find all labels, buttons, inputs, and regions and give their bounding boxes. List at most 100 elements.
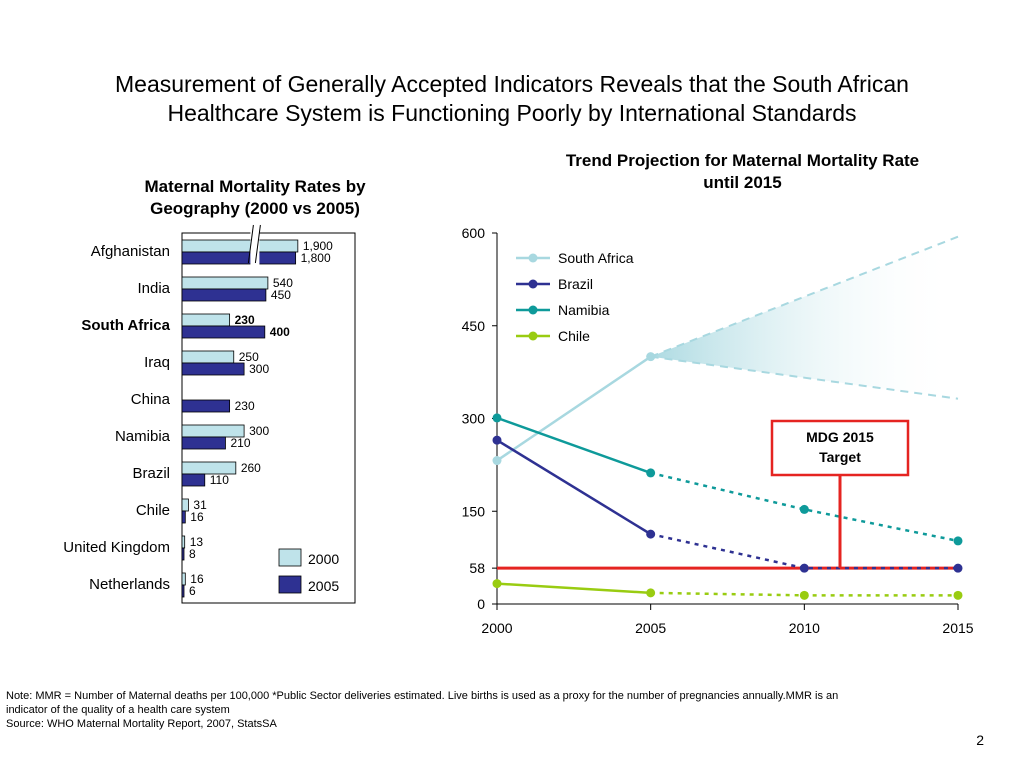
legend-label-chile: Chile bbox=[558, 328, 590, 344]
bar-china-2005 bbox=[181, 399, 231, 413]
bar-plot-frame bbox=[181, 232, 356, 604]
x-tick-label: 2000 bbox=[481, 620, 512, 636]
y-tick-label: 150 bbox=[462, 503, 486, 519]
data-point-brazil-2000 bbox=[492, 435, 502, 445]
line-chart-title: Trend Projection for Maternal Mortality … bbox=[505, 150, 980, 194]
footnote: Note: MMR = Number of Maternal deaths pe… bbox=[6, 689, 1006, 731]
bar-label-iraq-2005: 300 bbox=[249, 362, 269, 376]
footnote-line1: Note: MMR = Number of Maternal deaths pe… bbox=[6, 690, 839, 702]
bar-label-netherlands-2000: 16 bbox=[190, 572, 204, 586]
series-line-brazil bbox=[496, 439, 652, 536]
category-label-brazil: Brazil bbox=[132, 465, 170, 482]
bar-chart-title: Maternal Mortality Rates by Geography (2… bbox=[80, 176, 430, 220]
bar-label-chile-2005: 16 bbox=[190, 510, 204, 524]
bar-label-namibia-2005: 210 bbox=[230, 436, 250, 450]
bar-label-united-kingdom-2005: 8 bbox=[189, 547, 196, 561]
page-number: 2 bbox=[976, 732, 984, 748]
legend-label-brazil: Brazil bbox=[558, 276, 593, 292]
data-point-brazil-2015 bbox=[953, 563, 963, 573]
category-label-afghanistan: Afghanistan bbox=[91, 243, 170, 260]
legend-marker-south-africa bbox=[528, 253, 538, 263]
legend-label-south-africa: South Africa bbox=[558, 250, 634, 266]
data-point-namibia-2015 bbox=[953, 536, 963, 546]
category-label-united-kingdom: United Kingdom bbox=[63, 539, 170, 556]
mdg-target-box bbox=[770, 419, 910, 477]
category-label-netherlands: Netherlands bbox=[89, 576, 170, 593]
legend-label-2000: 2000 bbox=[308, 551, 339, 567]
line-chart-title-line2: until 2015 bbox=[703, 173, 782, 192]
footnote-line2: indicator of the quality of a health car… bbox=[6, 704, 230, 716]
bar-label-china-2005: 230 bbox=[235, 399, 255, 413]
axis-break-gap bbox=[250, 227, 260, 265]
bar-afghanistan-2005 bbox=[181, 251, 297, 265]
bar-chart-title-line1: Maternal Mortality Rates by bbox=[144, 177, 366, 196]
bar-united-kingdom-2005 bbox=[181, 547, 185, 561]
data-point-brazil-2010 bbox=[799, 563, 809, 573]
y-tick-label: 300 bbox=[462, 411, 486, 427]
bar-label-south-africa-2000: 230 bbox=[235, 313, 255, 327]
bar-chart-title-line2: Geography (2000 vs 2005) bbox=[150, 199, 360, 218]
bar-label-chile-2000: 31 bbox=[193, 498, 207, 512]
mdg-target-label-line1: MDG 2015 bbox=[806, 429, 874, 445]
data-point-chile-2005 bbox=[646, 588, 656, 598]
series-projection-namibia bbox=[650, 471, 959, 543]
footnote-source: Source: WHO Maternal Mortality Report, 2… bbox=[6, 718, 277, 730]
bar-label-afghanistan-2005: 1,800 bbox=[301, 251, 331, 265]
series-line-south-africa bbox=[496, 355, 652, 462]
bar-label-india-2005: 450 bbox=[271, 288, 291, 302]
category-label-chile: Chile bbox=[136, 502, 170, 519]
legend-swatch-2005 bbox=[278, 575, 302, 594]
data-point-chile-2015 bbox=[953, 590, 963, 600]
legend-marker-namibia bbox=[528, 305, 538, 315]
legend-marker-brazil bbox=[528, 279, 538, 289]
y-tick-label: 450 bbox=[462, 318, 486, 334]
bar-label-afghanistan-2000: 1,900 bbox=[303, 239, 333, 253]
bar-label-brazil-2005: 110 bbox=[210, 473, 229, 487]
bar-iraq-2005 bbox=[181, 362, 245, 376]
data-point-chile-2000 bbox=[492, 579, 502, 589]
legend-label-2005: 2005 bbox=[308, 578, 339, 594]
data-point-south-africa-2000 bbox=[492, 456, 502, 466]
bar-label-india-2000: 540 bbox=[273, 276, 293, 290]
bar-brazil-2005 bbox=[181, 473, 206, 487]
slide-title: Measurement of Generally Accepted Indica… bbox=[40, 70, 984, 128]
data-point-south-africa-2005 bbox=[646, 352, 656, 362]
axis-break-mark bbox=[254, 224, 261, 264]
data-point-namibia-2005 bbox=[646, 468, 656, 478]
bar-brazil-2000 bbox=[181, 461, 237, 475]
bar-label-brazil-2000: 260 bbox=[241, 461, 261, 475]
series-projection-brazil bbox=[650, 532, 958, 570]
category-label-china: China bbox=[131, 391, 171, 408]
category-label-iraq: Iraq bbox=[144, 354, 170, 371]
bar-label-iraq-2000: 250 bbox=[239, 350, 259, 364]
slide-title-line1: Measurement of Generally Accepted Indica… bbox=[115, 71, 909, 97]
bar-label-south-africa-2005: 400 bbox=[270, 325, 290, 339]
bar-label-netherlands-2005: 6 bbox=[189, 584, 196, 598]
x-tick-label: 2015 bbox=[942, 620, 973, 636]
series-line-chile bbox=[496, 582, 651, 595]
line-chart-title-line1: Trend Projection for Maternal Mortality … bbox=[565, 151, 920, 170]
axis-break-mark bbox=[247, 224, 254, 264]
x-tick-label: 2005 bbox=[635, 620, 666, 636]
mdg-target-label-line2: Target bbox=[819, 449, 861, 465]
legend-marker-chile bbox=[528, 331, 538, 341]
bar-india-2005 bbox=[181, 288, 267, 302]
category-label-south-africa: South Africa bbox=[81, 317, 170, 334]
data-point-brazil-2005 bbox=[646, 529, 656, 539]
y-tick-label: 0 bbox=[477, 596, 485, 612]
legend-swatch-2000 bbox=[278, 548, 302, 567]
series-line-namibia bbox=[496, 416, 652, 475]
category-label-india: India bbox=[137, 280, 170, 297]
legend-label-namibia: Namibia bbox=[558, 302, 610, 318]
south-africa-projection-fan bbox=[650, 236, 958, 399]
bar-netherlands-2005 bbox=[181, 584, 185, 598]
bar-namibia-2005 bbox=[181, 436, 226, 450]
x-tick-label: 2010 bbox=[789, 620, 820, 636]
bar-label-united-kingdom-2000: 13 bbox=[190, 535, 204, 549]
data-point-namibia-2000 bbox=[492, 413, 502, 423]
y-tick-label: 58 bbox=[469, 560, 485, 576]
bar-south-africa-2005 bbox=[181, 325, 266, 339]
data-point-chile-2010 bbox=[799, 590, 809, 600]
